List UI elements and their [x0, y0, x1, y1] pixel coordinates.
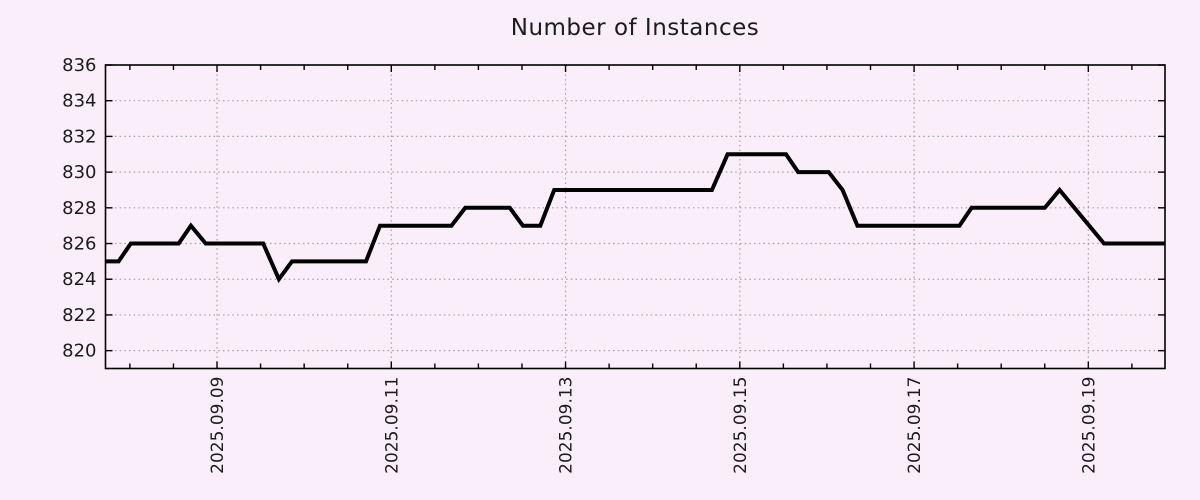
y-tick-label: 822	[62, 305, 96, 326]
series-line	[105, 152, 1165, 284]
y-tick-label: 836	[62, 55, 96, 76]
y-tick-label: 826	[62, 234, 96, 255]
x-tick-label: 2025.09.13	[557, 377, 577, 474]
x-tick-label: 2025.09.09	[208, 377, 228, 474]
x-tick-label: 2025.09.11	[382, 377, 402, 474]
x-tick-label: 2025.09.15	[731, 377, 751, 474]
y-tick-label: 834	[62, 91, 96, 112]
y-tick-label: 828	[62, 198, 96, 219]
y-tick-label: 832	[62, 126, 96, 147]
x-tick-label: 2025.09.17	[905, 377, 925, 474]
y-tick-label: 820	[62, 341, 96, 362]
plot-border	[104, 64, 1166, 370]
y-tick-label: 830	[62, 162, 96, 183]
chart-title: Number of Instances	[510, 15, 760, 41]
x-tick-label: 2025.09.19	[1079, 377, 1099, 474]
y-tick-label: 824	[62, 269, 96, 290]
